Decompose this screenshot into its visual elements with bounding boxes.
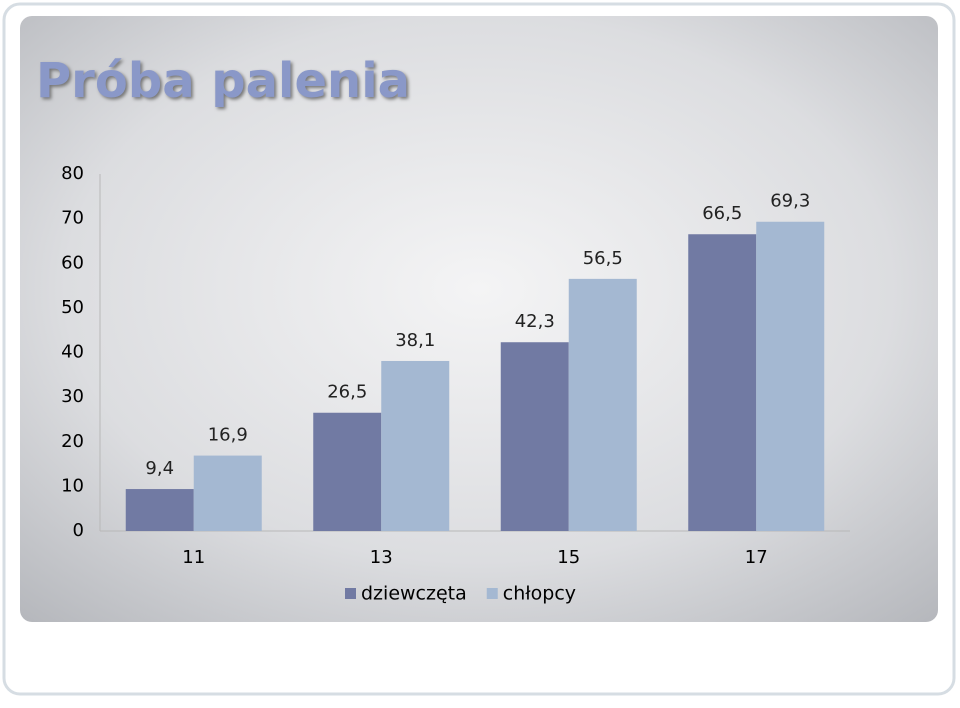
bar [500, 342, 569, 531]
bar [125, 489, 194, 531]
x-tick-label: 17 [745, 547, 768, 568]
x-tick-label: 11 [182, 547, 205, 568]
data-label: 42,3 [515, 311, 555, 332]
slide-title: Próba palenia [36, 53, 410, 109]
bar [756, 221, 825, 531]
y-tick-label: 80 [61, 163, 84, 184]
y-tick-label: 0 [73, 520, 84, 541]
y-tick-label: 10 [61, 475, 84, 496]
legend-label: chłopcy [503, 583, 576, 605]
bar [193, 455, 262, 531]
y-tick-label: 50 [61, 297, 84, 318]
data-label: 9,4 [145, 458, 174, 479]
bar [381, 360, 450, 531]
y-tick-label: 60 [61, 252, 84, 273]
bar [568, 278, 637, 531]
y-tick-label: 40 [61, 342, 84, 363]
data-label: 16,9 [208, 425, 248, 446]
y-tick-label: 70 [61, 208, 84, 229]
bar [688, 234, 757, 531]
legend-swatch [486, 588, 498, 599]
data-label: 69,3 [770, 191, 810, 212]
data-label: 56,5 [583, 248, 623, 269]
bar [313, 412, 382, 531]
x-tick-label: 15 [557, 547, 580, 568]
legend-label: dziewczęta [361, 583, 467, 605]
x-tick-label: 13 [370, 547, 393, 568]
legend-swatch [345, 588, 356, 599]
data-label: 38,1 [395, 330, 435, 351]
data-label: 66,5 [702, 203, 742, 224]
y-tick-label: 30 [61, 386, 84, 407]
y-tick-label: 20 [61, 431, 84, 452]
data-label: 26,5 [327, 382, 367, 403]
